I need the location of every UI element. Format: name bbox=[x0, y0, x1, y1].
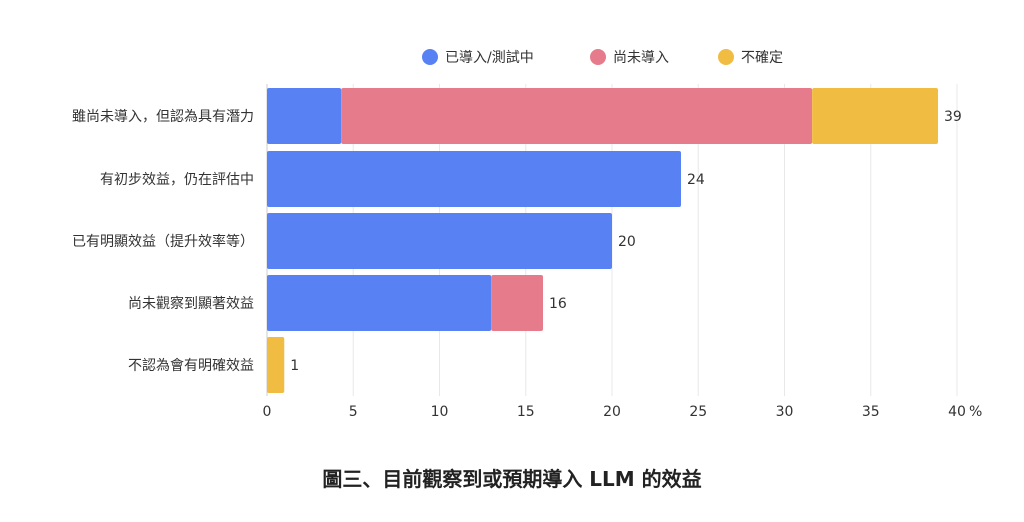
category-label: 不認為會有明確效益 bbox=[128, 358, 254, 374]
legend-label: 尚未導入 bbox=[613, 50, 669, 66]
bar-segment bbox=[491, 275, 543, 331]
legend-marker bbox=[718, 49, 734, 65]
x-tick-label: 10 bbox=[431, 404, 449, 420]
legend: 已導入/測試中 尚未導入 不確定 bbox=[422, 49, 783, 66]
total-label: 1 bbox=[290, 358, 299, 374]
bar-segment bbox=[267, 151, 681, 207]
legend-label: 已導入/測試中 bbox=[445, 50, 534, 66]
x-tick-label: 30 bbox=[776, 404, 794, 420]
bar-segment bbox=[341, 88, 813, 144]
bar-segment bbox=[812, 88, 939, 144]
total-label: 24 bbox=[687, 172, 705, 188]
category-label: 尚未觀察到顯著效益 bbox=[128, 295, 254, 312]
total-label: 16 bbox=[549, 296, 567, 312]
x-tick-label: 0 bbox=[263, 404, 272, 420]
x-tick-label: 5 bbox=[349, 404, 358, 420]
legend-label: 不確定 bbox=[741, 50, 783, 66]
chart-title: 圖三、目前觀察到或預期導入 LLM 的效益 bbox=[322, 467, 701, 491]
bar-segment bbox=[267, 337, 285, 393]
x-tick-label: 25 bbox=[689, 404, 707, 420]
bar-segment bbox=[267, 275, 492, 331]
total-label: 20 bbox=[618, 234, 636, 250]
x-tick-label: 15 bbox=[517, 404, 535, 420]
total-label: 39 bbox=[944, 109, 962, 125]
bar-segment bbox=[267, 88, 342, 144]
x-unit-label: % bbox=[969, 404, 982, 420]
category-label: 已有明顯效益（提升效率等） bbox=[72, 233, 254, 250]
legend-marker bbox=[422, 49, 438, 65]
category-label: 有初步效益，仍在評估中 bbox=[100, 171, 254, 188]
x-tick-label: 35 bbox=[862, 404, 880, 420]
x-tick-label: 20 bbox=[603, 404, 621, 420]
legend-marker bbox=[590, 49, 606, 65]
bar-segment bbox=[267, 213, 612, 269]
x-tick-label: 40 bbox=[948, 404, 966, 420]
category-label: 雖尚未導入，但認為具有潛力 bbox=[72, 109, 254, 125]
